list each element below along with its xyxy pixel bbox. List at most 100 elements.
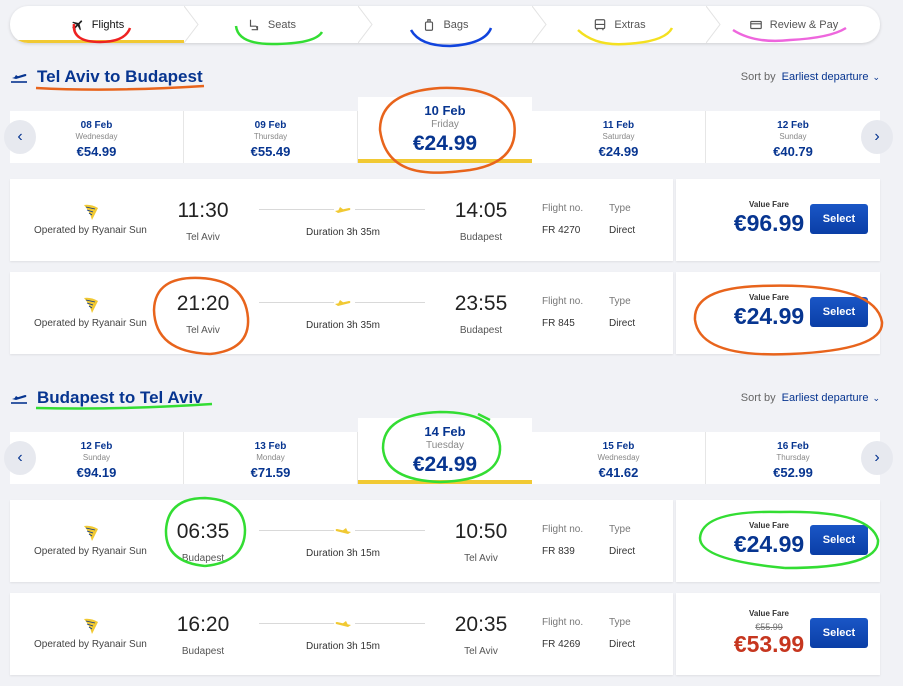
step-label: Extras [614,18,646,31]
fare-price: €96.99 [733,210,805,236]
departure-plane-icon [11,74,27,83]
prev-dates-button[interactable]: ‹ [4,120,36,154]
next-dates-button[interactable]: › [861,441,893,475]
ryanair-harp-logo-icon [84,297,98,313]
seat-icon [246,17,262,33]
flight-no-label: Flight no. [542,296,584,307]
flight-card[interactable]: Operated by Ryanair Sun 11:30 Tel Aviv D… [10,179,880,261]
chevron-right-icon: › [874,128,880,145]
route-line [259,530,334,531]
departure-city: Tel Aviv [186,325,220,336]
date-label: 12 Feb [80,441,113,452]
step-review-pay[interactable]: Review & Pay [706,6,880,43]
outbound-title: Tel Aviv to Budapest [37,67,203,86]
select-flight-button[interactable]: Select [810,204,868,234]
flight-no-label: Flight no. [542,617,584,628]
date-label: 10 Feb [424,103,466,118]
select-flight-button[interactable]: Select [810,297,868,327]
outbound-date-carousel: 08 Feb Wednesday €54.99 09 Feb Thursday … [4,97,893,163]
chevron-left-icon: ‹ [17,449,23,466]
date-price: €94.19 [76,465,117,480]
flight-duration: Duration 3h 15m [306,641,380,652]
weekday-label: Thursday [253,132,288,141]
operator-label: Operated by Ryanair Sun [34,318,147,329]
route-line [355,530,425,531]
date-tab[interactable]: 16 Feb Thursday €52.99 [706,432,880,484]
prev-dates-button[interactable]: ‹ [4,441,36,475]
date-tab-selected[interactable]: 14 Feb Tuesday €24.99 [358,418,532,484]
date-tab[interactable]: 08 Feb Wednesday €54.99 [10,111,184,163]
route-line [355,623,425,624]
weekday-label: Wednesday [597,453,640,462]
flight-no-value: FR 4270 [542,225,581,236]
original-price: €55.99 [755,622,783,632]
type-label: Type [609,524,631,535]
chevron-down-icon: ⌄ [872,72,880,82]
flight-card[interactable]: Operated by Ryanair Sun 06:35 Budapest D… [10,500,880,582]
arrival-time: 20:35 [454,613,508,636]
chevron-down-icon: ⌄ [872,393,880,403]
select-flight-button[interactable]: Select [810,525,868,555]
inbound-date-carousel: 12 Feb Sunday €94.19 13 Feb Monday €71.5… [4,418,893,484]
fare-panel: Value Fare €96.99 Select [676,179,880,261]
departure-time: 16:20 [176,613,230,636]
date-tab[interactable]: 12 Feb Sunday €40.79 [706,111,880,163]
flight-card[interactable]: Operated by Ryanair Sun 21:20 Tel Aviv D… [10,272,880,354]
step-seats[interactable]: Seats [184,6,358,43]
step-label: Seats [267,18,297,31]
operator-label: Operated by Ryanair Sun [34,225,147,236]
date-tab-selected[interactable]: 10 Feb Friday €24.99 [358,97,532,163]
date-tab[interactable]: 11 Feb Saturday €24.99 [532,111,706,163]
date-price: €52.99 [773,465,813,480]
type-value: Direct [609,546,636,557]
outbound-sort[interactable]: Sort by Earliest departure ⌄ [741,71,880,83]
date-price: €24.99 [412,453,478,476]
fare-panel: Value Fare €24.99 Select [676,272,880,354]
step-separator [706,6,721,43]
inbound-sort[interactable]: Sort by Earliest departure ⌄ [741,392,880,404]
step-separator [184,6,199,43]
date-price: €54.99 [76,144,117,159]
step-bags[interactable]: Bags [358,6,532,43]
arrival-city: Tel Aviv [464,553,498,564]
selected-date-bar [358,480,532,484]
date-tab[interactable]: 13 Feb Monday €71.59 [184,432,358,484]
date-label: 08 Feb [80,120,113,131]
date-label: 13 Feb [254,441,287,452]
flight-details: Operated by Ryanair Sun 21:20 Tel Aviv D… [10,272,673,354]
flight-no-label: Flight no. [542,524,584,535]
date-price: €71.59 [250,465,291,480]
fare-panel: Value Fare €55.99 €53.99 Select [676,593,880,675]
flight-card[interactable]: Operated by Ryanair Sun 16:20 Budapest D… [10,593,880,675]
chevron-left-icon: ‹ [17,128,23,145]
fare-panel: Value Fare €24.99 Select [676,500,880,582]
ryanair-harp-logo-icon [84,525,98,541]
type-label: Type [609,617,631,628]
sort-label: Sort by [740,392,776,404]
date-price: €55.49 [250,144,291,159]
weekday-label: Monday [256,453,285,462]
fare-type-label: Value Fare [748,609,790,618]
flight-no-value: FR 839 [542,546,575,557]
departure-time: 11:30 [177,199,229,222]
arrival-time: 23:55 [454,292,508,315]
next-dates-button[interactable]: › [861,120,893,154]
date-tab[interactable]: 15 Feb Wednesday €41.62 [532,432,706,484]
step-extras[interactable]: Extras [532,6,706,43]
date-tab[interactable]: 09 Feb Thursday €55.49 [184,111,358,163]
step-flights[interactable]: Flights [10,6,184,43]
weekday-label: Sunday [82,453,111,462]
date-label: 09 Feb [254,120,287,131]
departure-time: 21:20 [176,292,230,315]
flight-duration: Duration 3h 35m [306,227,380,238]
select-flight-button[interactable]: Select [810,618,868,648]
route-plane-icon [335,207,351,213]
date-price: €24.99 [412,132,478,155]
weekday-label: Wednesday [75,132,118,141]
fare-price: €24.99 [733,303,805,329]
date-tab[interactable]: 12 Feb Sunday €94.19 [10,432,184,484]
route-line [355,302,425,303]
operator-label: Operated by Ryanair Sun [34,639,147,650]
arrival-city: Budapest [459,232,503,243]
date-label: 14 Feb [424,424,466,439]
